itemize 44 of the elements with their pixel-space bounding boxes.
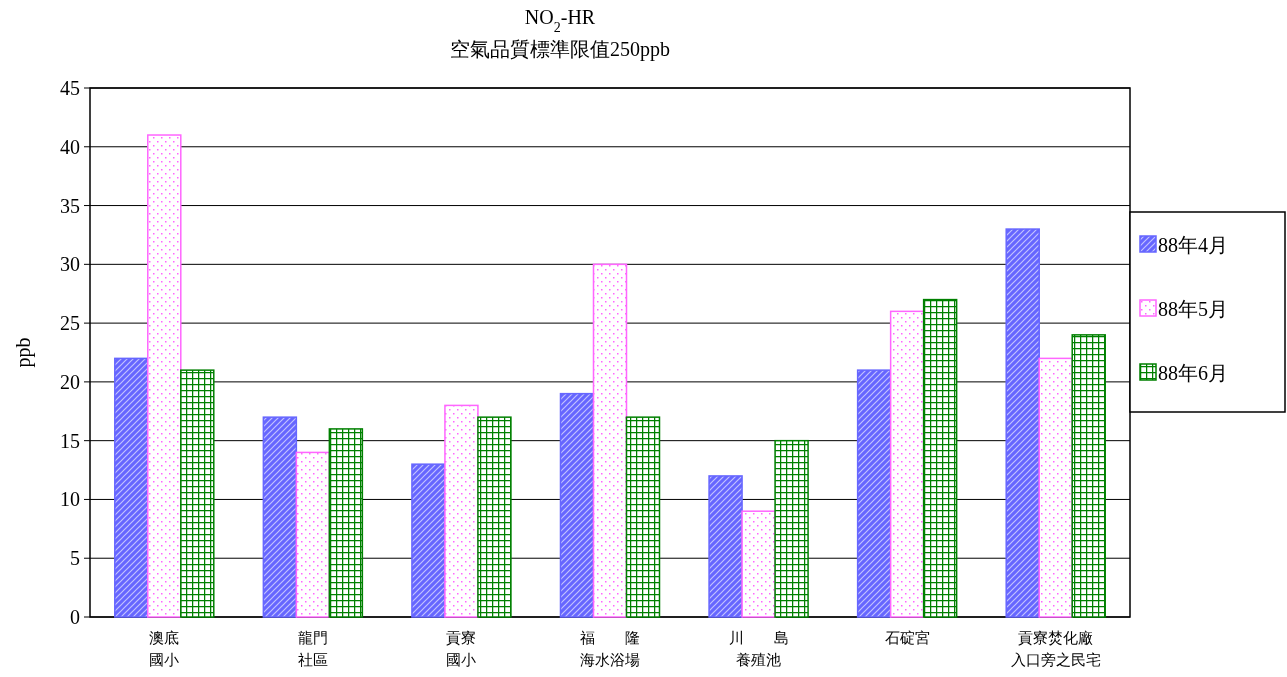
bar: [444, 404, 479, 618]
y-axis-title: ppb: [12, 337, 35, 368]
legend-label: 88年5月: [1158, 298, 1228, 320]
y-tick-label: 5: [70, 547, 80, 570]
y-tick-label: 30: [60, 253, 80, 276]
y-tick-label: 20: [60, 370, 80, 393]
bar: [559, 392, 595, 618]
legend-label: 88年4月: [1158, 234, 1228, 256]
x-tick-label: 川 島養殖池: [728, 629, 789, 669]
bar: [411, 463, 446, 618]
x-tick-label: 貢寮國小: [446, 629, 477, 669]
bar: [180, 369, 215, 618]
bar: [922, 298, 958, 618]
bar: [889, 310, 925, 618]
y-tick-label: 40: [60, 135, 80, 158]
y-tick-label: 35: [60, 194, 80, 217]
chart-subtitle: 空氣品質標準限值250ppb: [450, 38, 670, 61]
legend-label: 88年6月: [1158, 362, 1228, 384]
bar: [741, 510, 776, 618]
bar: [1038, 357, 1073, 618]
x-tick-label: 貢寮焚化廠入口旁之民宅: [1010, 629, 1101, 669]
bar: [477, 416, 512, 618]
bar: [856, 369, 892, 618]
y-tick-label: 10: [60, 488, 80, 511]
bar: [774, 439, 809, 618]
x-tick-label: 石碇宮: [884, 629, 930, 647]
bar: [262, 416, 298, 618]
y-tick-label: 25: [60, 312, 80, 335]
bar: [328, 428, 364, 618]
x-tick-label: 龍門社區: [297, 629, 328, 669]
x-tick-label: 福 隆海水浴場: [580, 629, 640, 669]
bar: [625, 416, 661, 618]
bar: [592, 263, 628, 618]
y-tick-label: 45: [60, 77, 80, 99]
bar: [708, 475, 743, 618]
x-tick-label: 澳底國小: [149, 629, 180, 669]
y-tick-label: 15: [60, 429, 80, 452]
bar: [147, 134, 182, 618]
bar: [1071, 334, 1106, 618]
y-tick-label: 0: [70, 606, 80, 628]
bar: [114, 357, 149, 618]
bar: [295, 451, 331, 618]
chart-title: NO$_{2}$-HR: [524, 6, 596, 35]
bar: [1005, 228, 1040, 618]
